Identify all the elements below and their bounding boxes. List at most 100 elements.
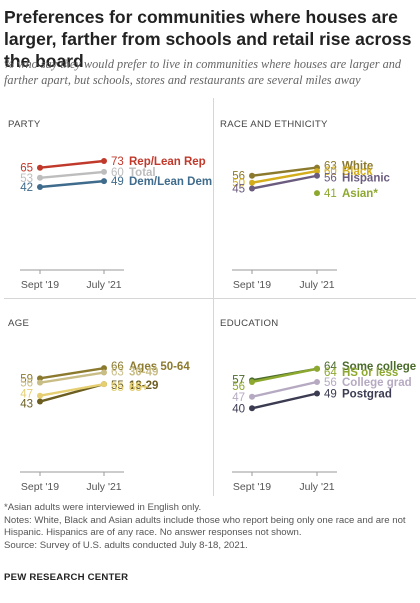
footnote-asian: *Asian adults were interviewed in Englis… [4, 502, 202, 513]
footnote-source: Source: Survey of U.S. adults conducted … [4, 540, 248, 552]
point-18-29-start [37, 398, 43, 405]
value-label-dem-lean-dem-end: 49 [111, 176, 124, 188]
point-dem-lean-dem-start [37, 184, 43, 190]
series-line-dem-lean-dem [39, 179, 105, 189]
series-label-rep-lean-rep: Rep/Lean Rep [129, 156, 206, 168]
series-line-total [39, 170, 105, 179]
value-label-white-end: 63 [324, 161, 337, 173]
series-label-18-29: 18-29 [129, 380, 158, 392]
series-line-black [251, 169, 318, 184]
series-label-30-49: 30-49 [129, 367, 158, 379]
series-label-postgrad: Postgrad [342, 388, 392, 400]
series-label-asian: Asian* [342, 188, 378, 200]
value-label-rep-lean-rep-start: 65 [20, 163, 33, 175]
x-tick-label: July '21 [299, 481, 334, 493]
series-line-ages-50-64 [39, 366, 105, 380]
point-postgrad-start [249, 405, 255, 412]
value-label-total-start: 53 [20, 173, 33, 185]
footnote-notes: Notes: White, Black and Asian adults inc… [4, 514, 406, 539]
divider-horizontal [4, 298, 416, 299]
series-line-hispanic [251, 174, 318, 190]
value-label-ages-50-64-end: 66 [111, 361, 124, 373]
series-label-white: White [342, 161, 373, 173]
panel-title: RACE AND ETHNICITY [220, 119, 328, 130]
series-label-some-college: Some college [342, 361, 416, 373]
chart-subtitle: % who say they would prefer to live in c… [4, 57, 402, 87]
value-label-18-29-end: 55 [111, 380, 124, 392]
value-label-college-grad-start: 47 [232, 392, 245, 404]
source-org: PEW RESEARCH CENTER [4, 572, 129, 583]
value-label-hs-or-less-start: 56 [232, 381, 245, 393]
value-label-black-end: 60 [324, 166, 337, 178]
series-line-hs-or-less [251, 367, 318, 384]
value-label-65-end: 55 [111, 382, 124, 394]
value-label-postgrad-start: 40 [232, 403, 245, 415]
point-black-start [249, 179, 255, 186]
value-label-hispanic-end: 56 [324, 173, 337, 185]
x-tick-label: July '21 [299, 279, 334, 291]
point-ages-50-64-end [101, 365, 107, 372]
x-tick-label: Sept '19 [21, 279, 59, 291]
divider-vertical [213, 98, 214, 496]
point-30-49-end [101, 369, 107, 376]
series-label-college-grad: College grad [342, 377, 412, 389]
series-line-rep-lean-rep [39, 159, 105, 169]
series-line-postgrad [251, 392, 318, 410]
value-label-total-end: 60 [111, 167, 124, 179]
series-label-hs-or-less: HS or less [342, 367, 398, 379]
value-label-30-49-start: 56 [20, 378, 33, 390]
point-65-end [101, 381, 107, 388]
series-label-ages-50-64: Ages 50-64 [129, 361, 190, 373]
value-label-rep-lean-rep-end: 73 [111, 156, 124, 168]
value-label-65-start: 47 [20, 389, 33, 401]
series-line-30-49 [39, 371, 105, 384]
chart-party: PARTY Sept '19 July '21 65 73 Rep/Lean Rep 53 6… [8, 119, 212, 291]
point-rep-lean-rep-end [101, 158, 107, 164]
value-label-18-29-start: 43 [20, 399, 33, 411]
value-label-white-start: 56 [232, 171, 245, 183]
series-line-65 [39, 382, 105, 397]
value-label-hispanic-start: 45 [232, 184, 245, 196]
value-label-some-college-end: 64 [324, 361, 337, 373]
value-label-asian-end: 41 [324, 188, 337, 200]
value-label-hs-or-less-end: 64 [324, 367, 337, 379]
x-tick-label: Sept '19 [233, 481, 271, 493]
x-tick-label: Sept '19 [233, 279, 271, 291]
point-dem-lean-dem-end [101, 178, 107, 185]
point-postgrad-end [314, 390, 320, 397]
chart-education: EDUCATION Sept '19 July '21 57 64 Some colleg… [220, 318, 416, 493]
x-tick-label: Sept '19 [21, 481, 59, 493]
point-ages-50-64-start [37, 375, 43, 382]
footnotes: *Asian adults were interviewed in Englis… [4, 502, 418, 553]
series-label-hispanic: Hispanic [342, 173, 391, 185]
point-college-grad-end [314, 378, 320, 385]
point-college-grad-start [249, 393, 255, 400]
value-label-college-grad-end: 56 [324, 377, 337, 389]
chart-title: Preferences for communities where houses… [4, 7, 412, 71]
point-asian-end [314, 190, 320, 197]
point-total-start [37, 174, 43, 181]
x-tick-label: July '21 [86, 279, 121, 291]
point-rep-lean-rep-start [37, 164, 43, 171]
point-hs-or-less-start [249, 378, 255, 385]
panel-title: PARTY [8, 119, 41, 130]
panel-title: EDUCATION [220, 318, 279, 329]
point-total-end [101, 168, 107, 175]
point-black-end [314, 168, 320, 175]
series-label-dem-lean-dem: Dem/Lean Dem [129, 176, 212, 188]
series-label-total: Total [129, 167, 156, 179]
value-label-postgrad-end: 49 [324, 388, 337, 400]
series-label-black: Black [342, 166, 373, 178]
chart-age: AGE Sept '19 July '21 59 66 Ages 50-64 56 63 30-… [8, 318, 190, 493]
value-label-30-49-end: 63 [111, 367, 124, 379]
point-hs-or-less-end [314, 365, 320, 372]
series-label-65: 65+ [129, 382, 149, 394]
point-hispanic-start [249, 185, 255, 192]
value-label-ages-50-64-start: 59 [20, 373, 33, 385]
value-label-some-college-start: 57 [232, 374, 245, 386]
point-65-start [37, 392, 43, 399]
point-white-start [249, 172, 255, 179]
series-line-white [251, 166, 318, 177]
panel-title: AGE [8, 318, 29, 329]
